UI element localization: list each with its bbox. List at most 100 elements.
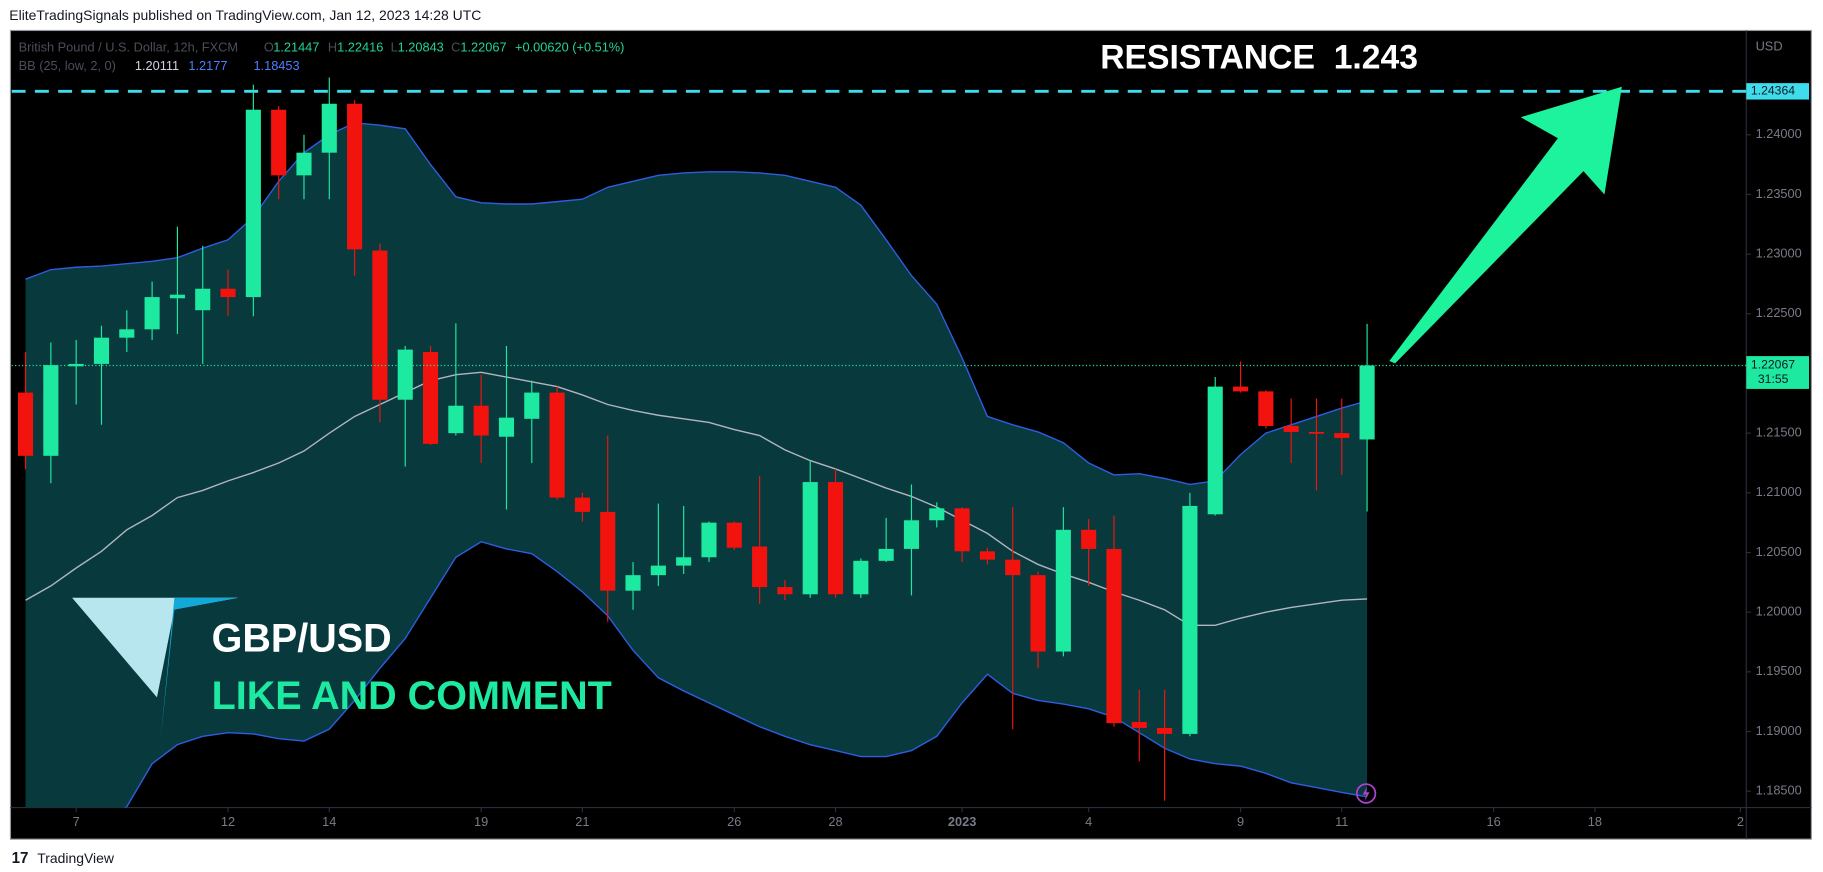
candle-body bbox=[1106, 548, 1122, 724]
x-tick-label: 7 bbox=[73, 814, 80, 829]
x-tick-label: 21 bbox=[575, 814, 589, 829]
footer-logo-mark: 17 bbox=[12, 850, 29, 867]
candle-body bbox=[701, 522, 717, 558]
legend-h: H bbox=[328, 39, 337, 54]
resistance-price-box bbox=[1746, 83, 1810, 100]
candle-body bbox=[1334, 433, 1350, 438]
last-price-label: 1.22067 bbox=[1751, 358, 1795, 372]
y-tick-label: 1.18500 bbox=[1756, 783, 1802, 798]
candle-body bbox=[195, 288, 211, 311]
legend-close: 1.22067 bbox=[460, 39, 506, 54]
y-tick-label: 1.20500 bbox=[1756, 544, 1802, 559]
candle-body bbox=[1055, 529, 1071, 652]
candle-body bbox=[676, 557, 692, 566]
candle-body bbox=[549, 392, 565, 498]
candle-body bbox=[473, 405, 489, 436]
candle-body bbox=[827, 482, 844, 595]
candle-body bbox=[422, 351, 439, 444]
pair-annotation: GBP/USD bbox=[212, 616, 392, 660]
y-tick-label: 1.21500 bbox=[1756, 425, 1802, 440]
legend-change: +0.00620 (+0.51%) bbox=[515, 39, 624, 54]
y-tick-label: 1.22500 bbox=[1756, 305, 1802, 320]
x-tick-label: 12 bbox=[221, 814, 235, 829]
y-tick-label: 1.23500 bbox=[1756, 186, 1802, 201]
candle-body bbox=[169, 294, 185, 299]
footer-brand: TradingView bbox=[37, 850, 115, 866]
candle-body bbox=[1157, 727, 1173, 734]
currency-label: USD bbox=[1756, 38, 1783, 53]
bb-lower-value: 1.18453 bbox=[253, 58, 299, 73]
candle-body bbox=[220, 288, 236, 298]
candle-body bbox=[802, 482, 818, 595]
x-tick-label: 26 bbox=[727, 814, 741, 829]
legend-o: O bbox=[264, 39, 274, 54]
candle-body bbox=[600, 511, 616, 591]
y-tick-label: 1.24000 bbox=[1756, 126, 1802, 141]
candle-body bbox=[524, 392, 540, 419]
logo bbox=[72, 597, 239, 741]
candle-body bbox=[903, 520, 920, 549]
candle-body bbox=[372, 250, 388, 400]
published-line: EliteTradingSignals published on Trading… bbox=[9, 7, 481, 23]
candle-body bbox=[245, 109, 261, 298]
candle-body bbox=[1258, 391, 1274, 426]
axes-layer: 1.18500 1.19000 1.19500 1.20000 1.20500 1.210… bbox=[73, 83, 1810, 829]
countdown-label: 31:55 bbox=[1758, 372, 1789, 386]
x-tick-label: 28 bbox=[828, 814, 842, 829]
legend-l: L bbox=[391, 39, 398, 54]
candle-body bbox=[1308, 431, 1325, 434]
candle-body bbox=[650, 565, 666, 576]
x-tick-label: 2 bbox=[1737, 814, 1744, 829]
y-tick-label: 1.19500 bbox=[1756, 663, 1802, 678]
candle-body bbox=[347, 103, 363, 250]
candle-body bbox=[1359, 365, 1375, 440]
band-basis bbox=[25, 371, 1368, 626]
legend-c: C bbox=[451, 39, 460, 54]
candle-body bbox=[271, 109, 287, 176]
x-tick-label: 14 bbox=[322, 814, 336, 829]
resistance-annotation: RESISTANCE 1.243 bbox=[1100, 39, 1418, 77]
last-price-box bbox=[1746, 356, 1810, 389]
candle-body bbox=[1232, 386, 1249, 392]
candle-body bbox=[1030, 575, 1046, 652]
legend-low: 1.20843 bbox=[398, 39, 444, 54]
candle-body bbox=[296, 152, 312, 176]
candle-body bbox=[777, 587, 793, 595]
x-tick-label: 4 bbox=[1085, 814, 1092, 829]
cta-annotation: LIKE AND COMMENT bbox=[212, 674, 612, 718]
candle-body bbox=[752, 546, 768, 588]
candle-body bbox=[119, 329, 135, 338]
candle-body bbox=[853, 560, 869, 595]
candle-body bbox=[448, 405, 464, 434]
candle-body bbox=[1081, 529, 1097, 549]
alert-icon bbox=[1355, 783, 1377, 804]
x-tick-label: 18 bbox=[1588, 814, 1602, 829]
candle-body bbox=[625, 575, 641, 591]
bb-basis-value: 1.20111 bbox=[135, 58, 179, 73]
y-tick-label: 1.21000 bbox=[1756, 484, 1802, 499]
candle-body bbox=[954, 508, 970, 552]
x-tick-label: 9 bbox=[1237, 814, 1244, 829]
candle-body bbox=[1182, 505, 1198, 734]
candles-layer bbox=[11, 77, 1747, 801]
candle-body bbox=[979, 551, 995, 560]
candle-body bbox=[1005, 559, 1021, 576]
candle-body bbox=[1131, 721, 1147, 728]
y-tick-label: 1.20000 bbox=[1756, 604, 1802, 619]
candle-body bbox=[17, 392, 34, 456]
candle-body bbox=[878, 548, 894, 561]
candle-body bbox=[1283, 425, 1299, 432]
logo-left bbox=[72, 597, 239, 698]
candle-body bbox=[68, 363, 84, 367]
candle-body bbox=[498, 417, 515, 437]
candle-body bbox=[93, 337, 110, 364]
candle-body bbox=[929, 508, 945, 521]
x-tick-label: 19 bbox=[474, 814, 488, 829]
band-lower bbox=[123, 540, 1368, 808]
y-tick-label: 1.23000 bbox=[1756, 245, 1802, 260]
resistance-price-label: 1.24364 bbox=[1751, 84, 1795, 98]
x-tick-label: 2023 bbox=[948, 814, 976, 829]
candle-body bbox=[144, 297, 160, 330]
